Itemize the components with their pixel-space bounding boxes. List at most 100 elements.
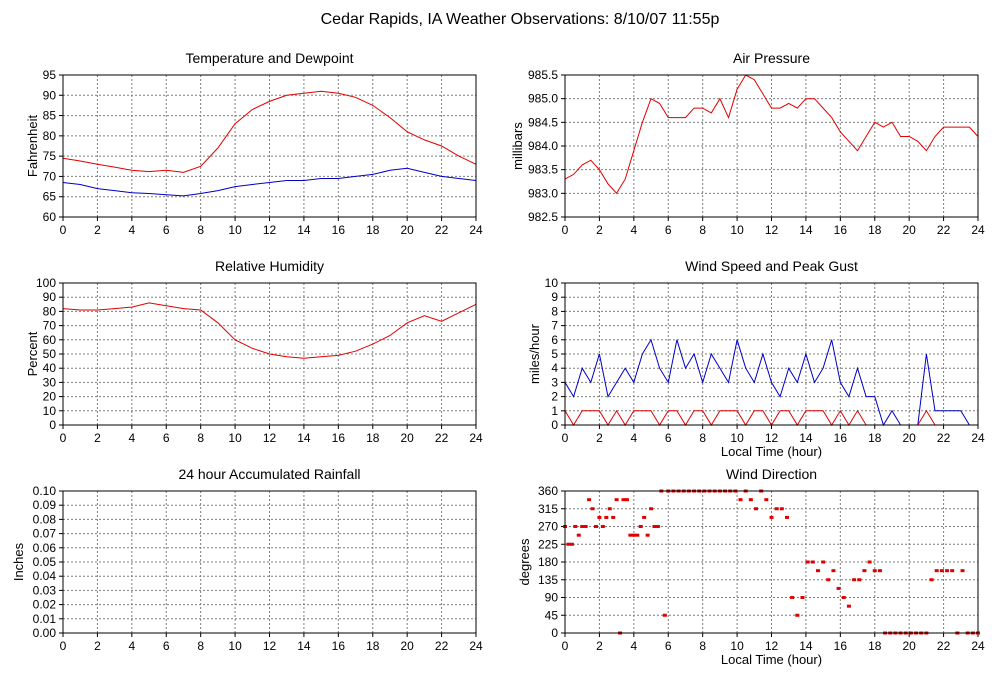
rain-xtick-label: 14 — [297, 639, 311, 653]
rain-ytick-label: 0.07 — [33, 527, 57, 541]
dir-point — [652, 525, 657, 528]
dir-ytick-label: 0 — [551, 626, 558, 640]
dir-point — [662, 613, 667, 617]
dir-xtick-label: 20 — [902, 639, 916, 653]
wind-xtick-label: 12 — [765, 431, 779, 445]
wind-xtick-label: 18 — [868, 431, 882, 445]
wind-ytick-label: 3 — [551, 375, 558, 389]
rain-ytick-label: 0.03 — [33, 583, 57, 597]
temp-ytick-label: 70 — [43, 169, 57, 183]
rh-xtick-label: 12 — [263, 431, 277, 445]
pressure-xtick-label: 20 — [902, 223, 916, 237]
dir-point — [600, 525, 605, 528]
dir-point — [631, 533, 636, 537]
rain-xtick-label: 12 — [263, 639, 277, 653]
dir-point — [614, 498, 619, 502]
wind-ytick-label: 4 — [551, 361, 558, 375]
rh-ytick-label: 0 — [49, 418, 56, 432]
dir-point — [877, 569, 882, 573]
dir-point — [604, 515, 609, 519]
rh-xtick-label: 10 — [228, 431, 242, 445]
dir-point — [784, 515, 789, 519]
dir-point — [624, 498, 629, 502]
pressure-xtick-label: 2 — [596, 223, 603, 237]
pressure-ytick-label: 984.5 — [528, 115, 558, 129]
dir-point — [872, 569, 877, 573]
rh-ytick-label: 40 — [43, 361, 57, 375]
dir-ytick-label: 315 — [538, 502, 558, 516]
wind-xtick-label: 20 — [902, 431, 916, 445]
dir-point — [945, 569, 950, 573]
rh-xtick-label: 8 — [197, 431, 204, 445]
temp-ytick-label: 95 — [43, 68, 57, 82]
rh-ytick-label: 30 — [43, 375, 57, 389]
wind-ytick-label: 1 — [551, 404, 558, 418]
dir-point — [738, 498, 743, 502]
dir-point — [852, 578, 857, 582]
wind-xtick-label: 0 — [562, 431, 569, 445]
wind-ytick-label: 0 — [551, 418, 558, 432]
dir-point — [929, 578, 934, 582]
dir-point — [836, 586, 841, 590]
rh-ytick-label: 50 — [43, 347, 57, 361]
temp-plot-area — [63, 75, 476, 217]
wind-xlabel: Local Time (hour) — [721, 444, 822, 459]
dir-point — [810, 560, 815, 564]
wind-ytick-label: 5 — [551, 347, 558, 361]
wind-ytick-label: 8 — [551, 304, 558, 318]
rh-xtick-label: 16 — [332, 431, 346, 445]
rain-ytick-label: 0.02 — [33, 598, 57, 612]
dir-point — [805, 560, 810, 564]
wind-xtick-label: 8 — [699, 431, 706, 445]
dir-point — [645, 533, 650, 537]
pressure-ytick-label: 982.5 — [528, 210, 558, 224]
dir-point — [587, 498, 592, 502]
pressure-ytick-label: 985.0 — [528, 92, 558, 106]
rh-xtick-label: 14 — [297, 431, 311, 445]
dir-point — [857, 578, 862, 582]
dir-point — [795, 613, 800, 617]
dir-xtick-label: 10 — [730, 639, 744, 653]
dir-point — [642, 515, 647, 519]
rh-ytick-label: 80 — [43, 304, 57, 318]
wind-ytick-label: 6 — [551, 333, 558, 347]
dir-xtick-label: 24 — [971, 639, 985, 653]
rh-title: Relative Humidity — [215, 258, 324, 274]
wind-xtick-label: 2 — [596, 431, 603, 445]
pressure-series-red-line — [564, 74, 979, 195]
dir-point — [779, 507, 784, 511]
dir-ytick-label: 135 — [538, 573, 558, 587]
dir-point — [774, 507, 779, 511]
pressure-xtick-label: 10 — [730, 223, 744, 237]
rain-ytick-label: 0.06 — [33, 541, 57, 555]
dir-point — [621, 498, 626, 502]
temp-xtick-label: 16 — [332, 223, 346, 237]
rh-ytick-label: 10 — [43, 404, 57, 418]
dir-point — [800, 596, 805, 599]
dir-point — [638, 525, 643, 528]
temp-ytick-label: 75 — [43, 149, 57, 163]
dir-ytick-label: 225 — [538, 537, 558, 551]
temp-ytick-label: 60 — [43, 210, 57, 224]
wind-xtick-label: 10 — [730, 431, 744, 445]
wind-ylabel: miles/hour — [527, 323, 542, 384]
temp-xtick-label: 4 — [128, 223, 135, 237]
dir-point — [831, 569, 836, 573]
dir-xtick-label: 2 — [596, 639, 603, 653]
pressure-xtick-label: 0 — [562, 223, 569, 237]
rh-ytick-label: 70 — [43, 319, 57, 333]
dir-ytick-label: 270 — [538, 520, 558, 534]
rain-xtick-label: 6 — [163, 639, 170, 653]
dir-point — [593, 525, 598, 528]
dir-point — [754, 507, 759, 511]
rh-xtick-label: 6 — [163, 431, 170, 445]
temp-ytick-label: 90 — [43, 88, 57, 102]
wind-title: Wind Speed and Peak Gust — [685, 258, 858, 274]
dir-point — [573, 525, 578, 528]
rain-xtick-label: 0 — [60, 639, 67, 653]
rh-ytick-label: 90 — [43, 290, 57, 304]
dir-xtick-label: 12 — [765, 639, 779, 653]
